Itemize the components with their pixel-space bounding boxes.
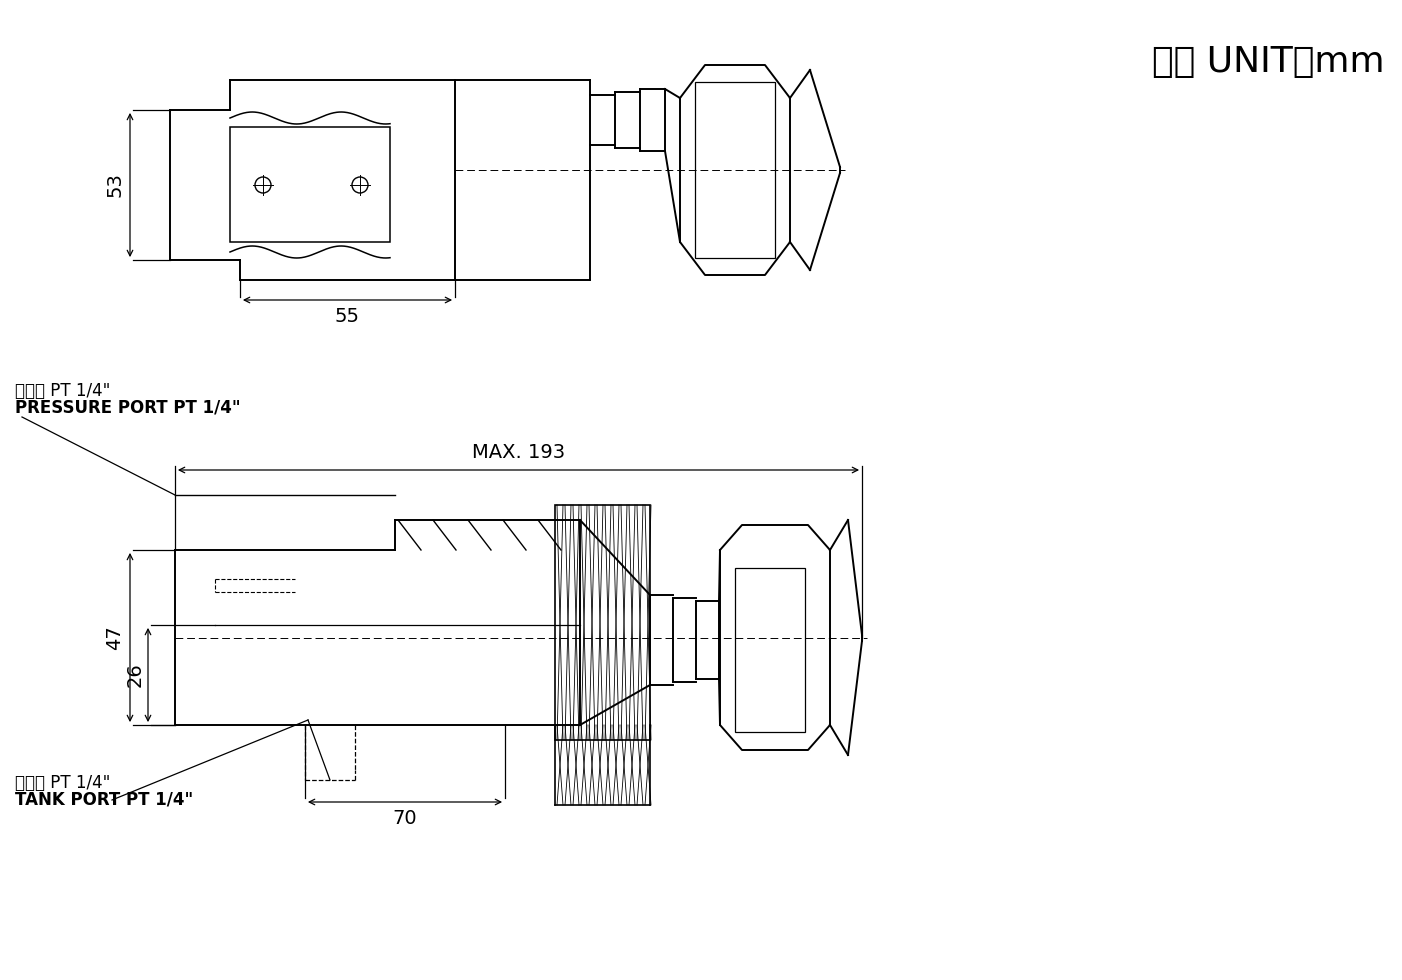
Text: 70: 70 [393, 808, 418, 827]
Text: 26: 26 [126, 662, 144, 687]
Text: 回油口 PT 1/4": 回油口 PT 1/4" [15, 774, 111, 792]
Text: 壓力口 PT 1/4": 壓力口 PT 1/4" [15, 382, 111, 400]
Bar [695, 82, 775, 258]
Text: 単位 UNIT：mm: 単位 UNIT：mm [1152, 45, 1385, 79]
Text: PRESSURE PORT PT 1/4": PRESSURE PORT PT 1/4" [15, 399, 241, 417]
Text: 47: 47 [105, 625, 125, 650]
Bar [230, 127, 390, 242]
Bar [735, 568, 805, 732]
Text: 55: 55 [335, 308, 360, 326]
Text: 53: 53 [105, 172, 125, 197]
Text: TANK PORT PT 1/4": TANK PORT PT 1/4" [15, 790, 193, 808]
Bar [555, 505, 651, 740]
Text: MAX. 193: MAX. 193 [472, 444, 565, 463]
